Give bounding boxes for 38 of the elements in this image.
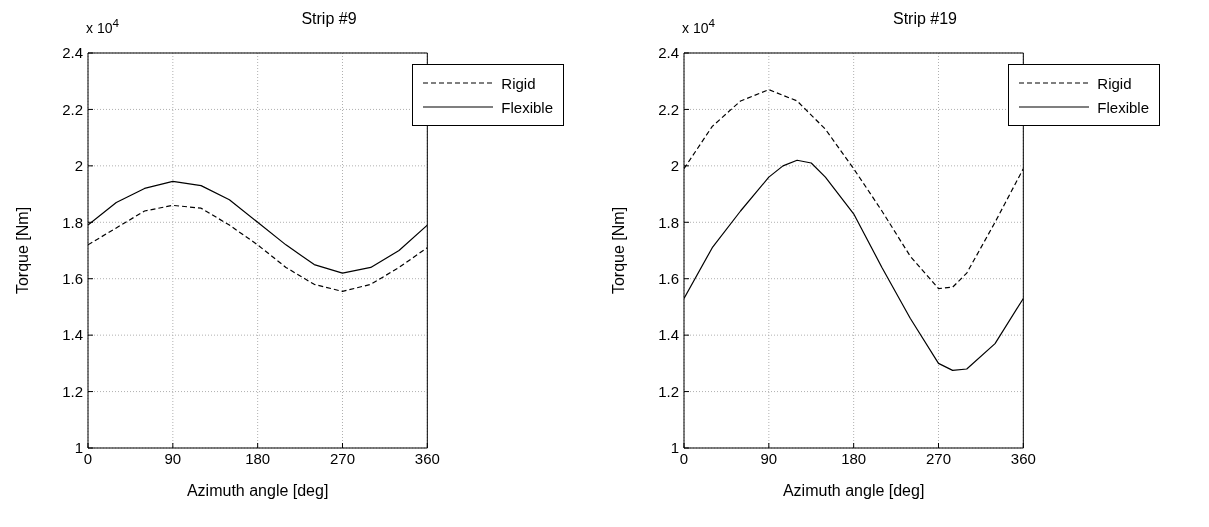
text: x 10$^{4}$	[682, 16, 715, 36]
chart-title: Strip #19	[892, 10, 958, 27]
y-tick-label: 1.2	[658, 382, 679, 400]
x-tick-label: 90	[760, 449, 778, 467]
y-tick-label: 1.4	[658, 326, 679, 344]
legend-label: Rigid	[501, 74, 536, 92]
x-tick-label: 270	[329, 449, 355, 467]
legend-label: Rigid	[1097, 74, 1132, 92]
x-tick-label: 180	[841, 449, 867, 467]
x-axis-title: Azimuth angle [deg]	[186, 482, 329, 499]
y-tick-label: 1.6	[658, 270, 679, 288]
y-tick-label: 1	[670, 439, 679, 457]
legend-label: Flexible	[501, 98, 553, 116]
y-tick-label: 1.2	[62, 382, 83, 400]
x-tick-label: 90	[164, 449, 182, 467]
y-tick-label: 2.4	[62, 44, 83, 62]
y-tick-label: 2.2	[62, 100, 83, 118]
y-tick-label: 2.4	[658, 44, 679, 62]
y-axis-title: Torque [Nm]	[609, 206, 627, 295]
y-tick-label: 2	[670, 157, 679, 175]
x-tick-label: 180	[245, 449, 271, 467]
x-tick-label: 0	[83, 449, 93, 467]
legend-label: Flexible	[1097, 98, 1149, 116]
y-tick-label: 1.4	[62, 326, 83, 344]
y-tick-label: 1.8	[62, 213, 83, 231]
x-tick-label: 0	[679, 449, 689, 467]
y-tick-label: 1.6	[62, 270, 83, 288]
x-axis-title: Azimuth angle [deg]	[782, 482, 925, 499]
y-tick-label: 2.2	[658, 100, 679, 118]
x-tick-label: 360	[414, 449, 440, 467]
text: x 10$^{4}$	[86, 16, 119, 36]
y-tick-label: 1	[74, 439, 83, 457]
x-tick-label: 360	[1010, 449, 1036, 467]
y-tick-label: 1.8	[658, 213, 679, 231]
x-tick-label: 270	[925, 449, 951, 467]
y-tick-label: 2	[74, 157, 83, 175]
chart-title: Strip #9	[301, 10, 357, 27]
y-axis-title: Torque [Nm]	[13, 206, 31, 295]
